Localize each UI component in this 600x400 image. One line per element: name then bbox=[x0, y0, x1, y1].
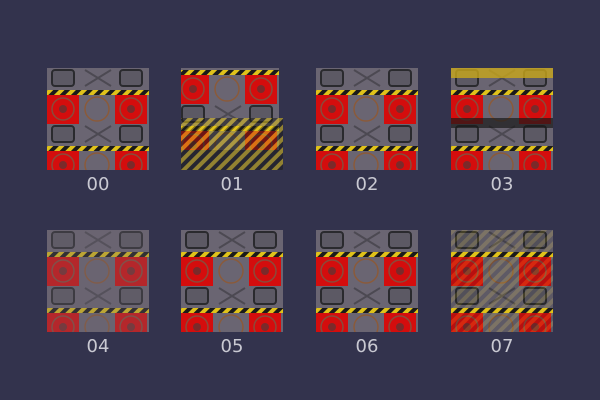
texture-label: 02 bbox=[355, 174, 379, 195]
texture-thumbnail-03[interactable] bbox=[451, 68, 553, 170]
texture-label: 07 bbox=[490, 336, 514, 357]
texture-label: 04 bbox=[86, 336, 110, 357]
texture-label: 03 bbox=[490, 174, 514, 195]
texture-label: 05 bbox=[220, 336, 244, 357]
texture-thumbnail-00[interactable] bbox=[47, 68, 149, 170]
texture-thumbnail-07[interactable] bbox=[451, 230, 553, 332]
texture-thumbnail-02[interactable] bbox=[316, 68, 418, 170]
texture-label: 01 bbox=[220, 174, 244, 195]
texture-thumbnail-04[interactable] bbox=[47, 230, 149, 332]
texture-thumbnail-05[interactable] bbox=[181, 230, 283, 332]
texture-thumbnail-06[interactable] bbox=[316, 230, 418, 332]
texture-thumbnail-01[interactable] bbox=[181, 68, 283, 170]
texture-label: 00 bbox=[86, 174, 110, 195]
texture-label: 06 bbox=[355, 336, 379, 357]
